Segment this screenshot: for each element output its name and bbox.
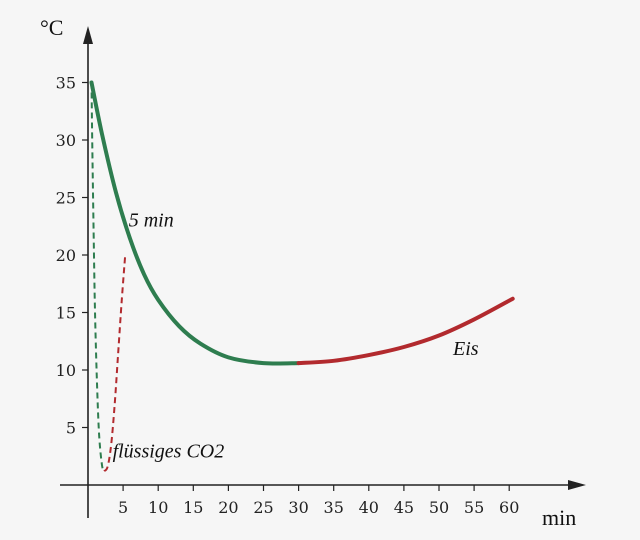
- series-group: [89, 80, 515, 472]
- y-axis-arrowhead: [83, 26, 93, 44]
- warming-curve-red: [296, 296, 515, 366]
- y-tick-label: 15: [56, 304, 76, 323]
- y-tick-label: 30: [56, 131, 76, 150]
- x-tick-label: 35: [324, 498, 344, 517]
- x-axis-arrowhead: [568, 480, 586, 490]
- annotation-5-min: 5 min: [129, 209, 174, 231]
- cooling-curve-green: [89, 80, 301, 366]
- annotation-eis: Eis: [452, 338, 479, 360]
- x-tick-label: 55: [464, 498, 484, 517]
- tick-group: 5 10 15 20 25 30 35 5 10 15 20 25 30 35 40 45 50 55 60: [56, 74, 520, 518]
- y-tick-label: 5: [66, 419, 76, 438]
- x-tick-label: 60: [499, 498, 519, 517]
- x-tick-label: 10: [148, 498, 168, 517]
- x-tick-label: 25: [253, 498, 273, 517]
- x-tick-label: 30: [288, 498, 308, 517]
- co2-rise-curve-red-dashed: [103, 254, 127, 472]
- annotation-fluessiges-co2: flüssiges CO2: [113, 440, 225, 462]
- y-tick-label: 10: [56, 361, 76, 380]
- y-tick-label: 20: [56, 246, 76, 265]
- x-tick-label: 20: [218, 498, 238, 517]
- x-tick-label: 5: [118, 498, 128, 517]
- y-tick-label: 25: [56, 189, 76, 208]
- x-tick-label: 15: [183, 498, 203, 517]
- y-tick-label: 35: [56, 74, 76, 93]
- y-axis-unit-label: °C: [40, 15, 63, 40]
- x-tick-label: 45: [394, 498, 414, 517]
- annotation-group: 5 min Eis flüssiges CO2: [113, 209, 479, 462]
- x-tick-label: 50: [429, 498, 449, 517]
- y-axis: °C: [40, 15, 93, 518]
- x-tick-label: 40: [359, 498, 379, 517]
- x-axis-unit-label: min: [542, 505, 576, 530]
- x-axis: min: [60, 480, 586, 530]
